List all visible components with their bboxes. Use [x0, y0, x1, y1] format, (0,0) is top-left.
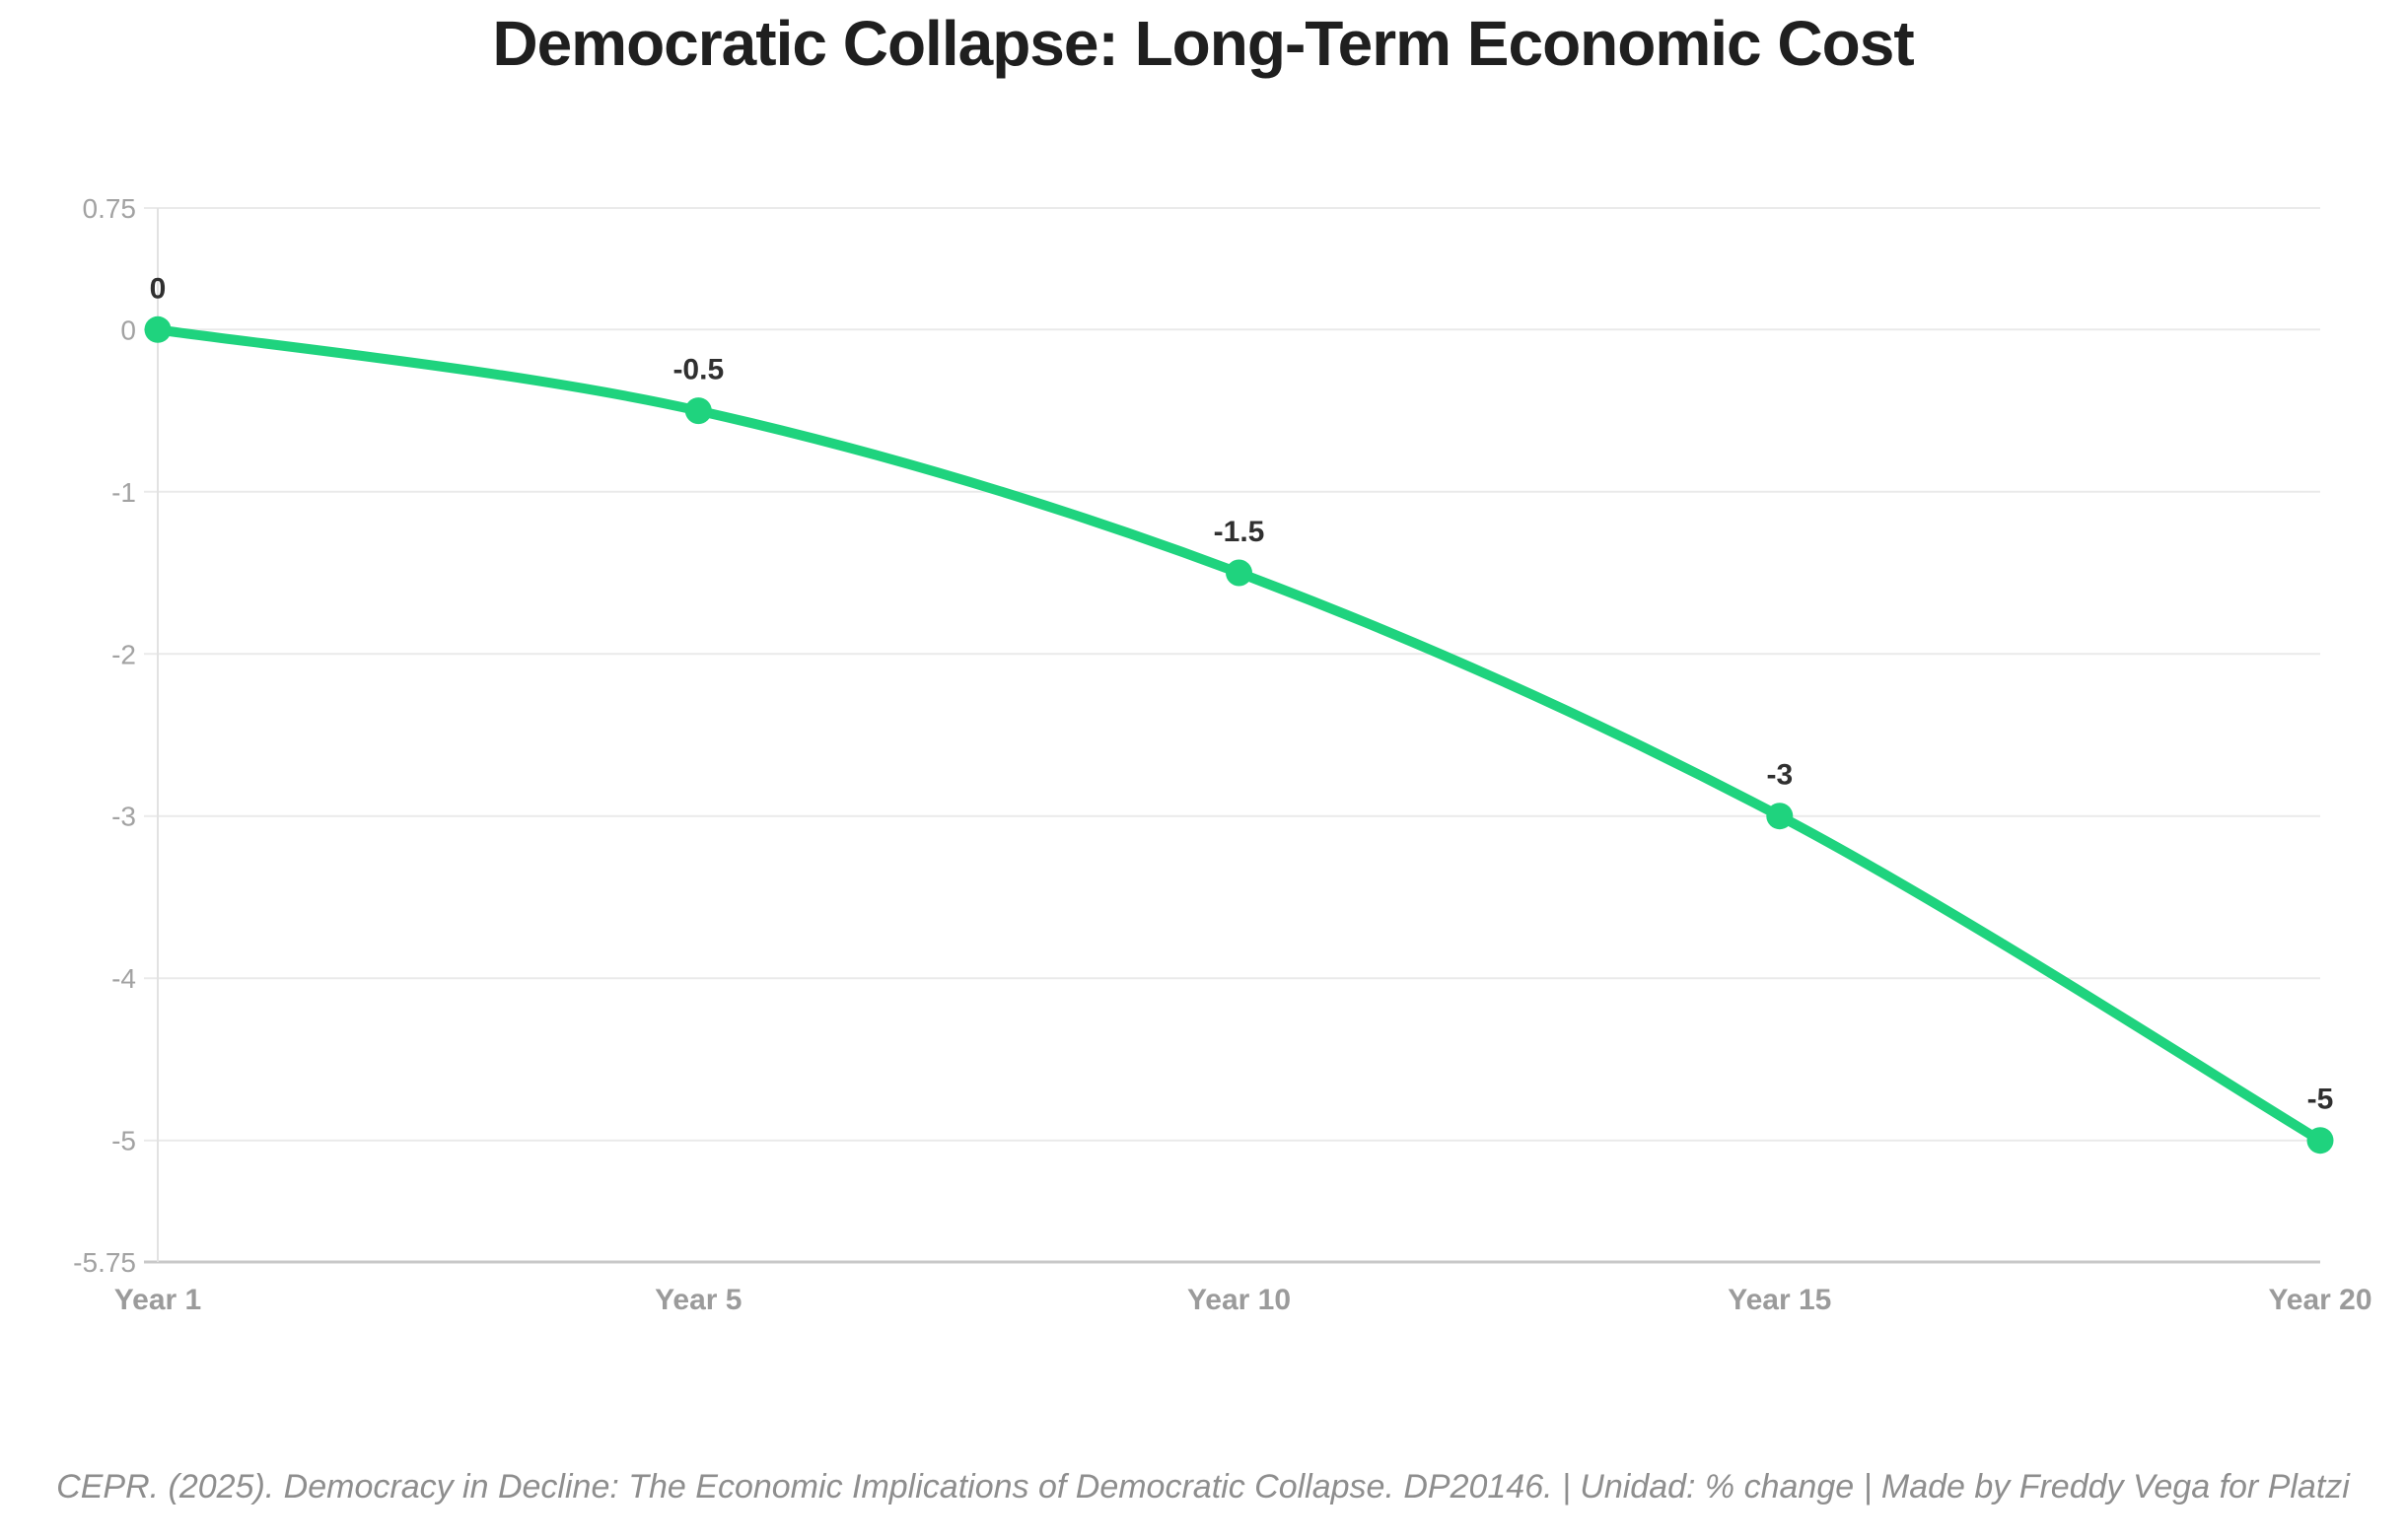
data-point[interactable] — [1226, 559, 1252, 587]
y-tick-label: -4 — [111, 963, 136, 994]
data-point[interactable] — [2306, 1127, 2334, 1155]
y-tick-label: -1 — [111, 477, 136, 508]
x-tick-label: Year 20 — [2268, 1284, 2371, 1316]
data-point-label: -0.5 — [672, 354, 724, 386]
source-caption: CEPR. (2025). Democracy in Decline: The … — [56, 1468, 2350, 1505]
data-point[interactable] — [1766, 803, 1794, 830]
y-tick-label: -5 — [111, 1126, 136, 1156]
y-tick-label: -5.75 — [73, 1247, 136, 1278]
series-line — [153, 324, 2325, 1146]
x-tick-label: Year 5 — [655, 1284, 742, 1316]
data-point-label: -3 — [1766, 759, 1793, 792]
x-tick-label: Year 15 — [1728, 1284, 1831, 1316]
y-tick-label: -2 — [111, 639, 136, 669]
data-point-label: -1.5 — [1214, 516, 1265, 548]
chart-title: Democratic Collapse: Long-Term Economic … — [492, 8, 1914, 79]
data-point-label: 0 — [150, 272, 167, 305]
data-point-label: -5 — [2307, 1084, 2334, 1116]
y-tick-label: 0 — [120, 315, 136, 345]
data-point[interactable] — [684, 397, 712, 425]
x-tick-label: Year 10 — [1187, 1284, 1291, 1316]
y-tick-label: -3 — [111, 802, 136, 832]
data-point[interactable] — [144, 315, 172, 343]
y-tick-label: 0.75 — [83, 193, 137, 224]
x-tick-label: Year 1 — [114, 1284, 201, 1316]
